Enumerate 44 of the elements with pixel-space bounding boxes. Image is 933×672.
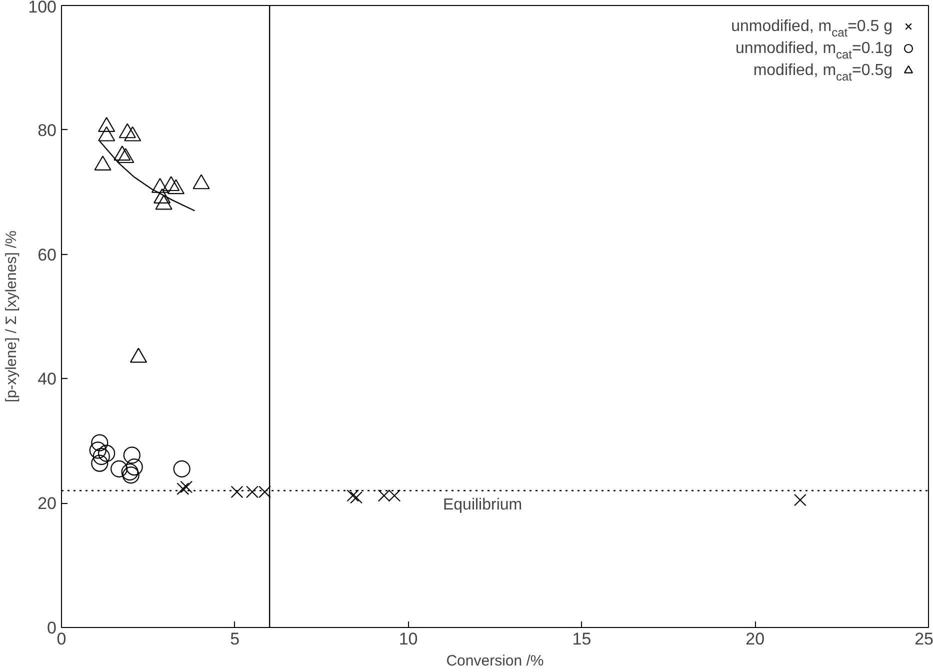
point — [155, 194, 172, 210]
point — [124, 126, 142, 142]
point — [126, 458, 143, 476]
point — [130, 348, 148, 363]
point — [350, 491, 362, 504]
point — [162, 176, 180, 192]
point — [151, 178, 169, 193]
point — [121, 463, 138, 481]
point — [118, 123, 136, 138]
x-tick-label: 25 — [914, 630, 933, 648]
point — [89, 442, 106, 459]
y-tick-label: 40 — [38, 370, 57, 389]
point — [98, 444, 116, 462]
y-axis-title: [p-xylene] / Σ [xylenes] /% — [3, 230, 20, 402]
point — [167, 179, 184, 194]
point — [110, 460, 128, 478]
y-tick-label: 60 — [38, 245, 57, 264]
point — [91, 434, 108, 452]
y-tick-label: 100 — [28, 0, 57, 16]
point — [794, 494, 806, 506]
y-tick-label: 80 — [38, 120, 57, 140]
point — [123, 446, 140, 464]
point — [173, 460, 190, 478]
point — [98, 117, 116, 132]
x-tick-label: 10 — [398, 630, 418, 648]
point — [180, 480, 193, 494]
point — [92, 448, 110, 465]
point — [98, 126, 116, 142]
x-tick-label: 5 — [230, 630, 240, 648]
point — [117, 148, 134, 164]
x-axis-title: Conversion /% — [446, 652, 544, 670]
ref-line-label: Equilibrium — [442, 496, 522, 514]
y-tick-label: 20 — [38, 494, 57, 514]
point — [94, 156, 112, 171]
point — [346, 489, 360, 502]
point — [230, 486, 244, 498]
point — [91, 454, 108, 472]
point — [192, 174, 210, 190]
point — [122, 466, 140, 484]
point — [154, 188, 171, 204]
x-tick-label: 15 — [572, 630, 592, 648]
point — [114, 146, 131, 161]
point — [176, 482, 190, 495]
x-tick-label: 20 — [746, 630, 765, 648]
